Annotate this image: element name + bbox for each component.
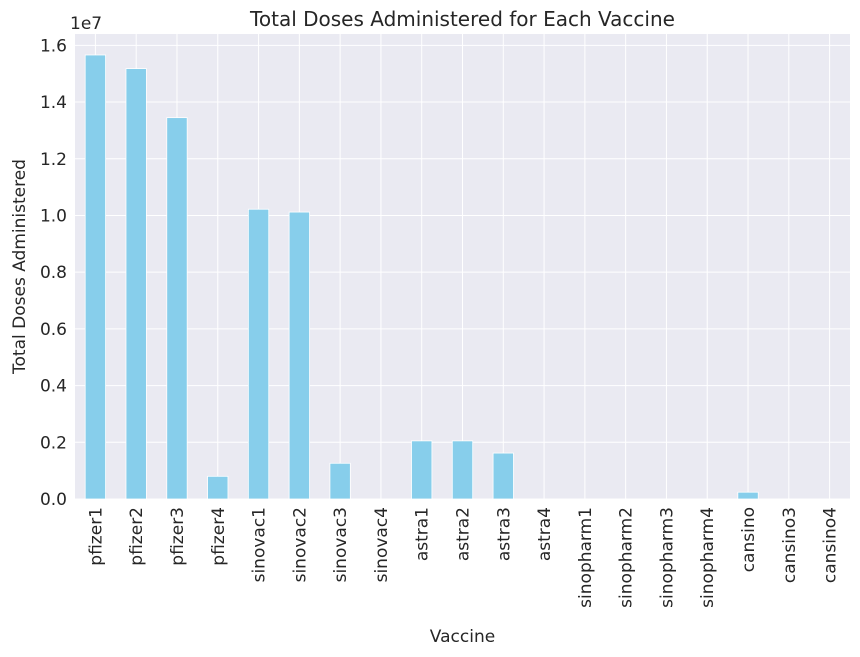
- x-tick-label-pfizer1: pfizer1: [86, 507, 106, 566]
- x-tick-label-sinovac1: sinovac1: [250, 507, 270, 582]
- x-tick-label-cansino3: cansino3: [780, 507, 800, 583]
- y-tick-label: 1.0: [40, 206, 67, 226]
- y-tick-label: 1.6: [40, 36, 67, 56]
- x-tick-label-sinovac3: sinovac3: [331, 507, 351, 582]
- x-tick-label-astra3: astra3: [494, 507, 514, 561]
- y-tick-label: 0.2: [40, 433, 67, 453]
- x-tick-label-astra2: astra2: [454, 507, 474, 561]
- bar-pfizer1: [84, 54, 106, 500]
- y-tick-labels: 0.0 0.2 0.4 0.6 0.8 1.0 1.2 1.4 1.6: [40, 36, 67, 510]
- bar-sinovac3: [329, 462, 351, 500]
- bar-cansino: [737, 491, 759, 500]
- x-tick-label-pfizer3: pfizer3: [168, 507, 188, 566]
- y-tick-label: 0.8: [40, 263, 67, 283]
- chart-title: Total Doses Administered for Each Vaccin…: [249, 7, 675, 31]
- x-tick-label-sinopharm4: sinopharm4: [698, 507, 718, 608]
- bar-sinovac2: [288, 211, 310, 500]
- bar-pfizer2: [125, 68, 147, 500]
- bar-pfizer4: [207, 475, 229, 500]
- x-tick-label-sinopharm3: sinopharm3: [657, 507, 677, 608]
- y-tick-label: 1.4: [40, 93, 67, 113]
- x-tick-label-cansino4: cansino4: [821, 507, 841, 583]
- x-tick-label-sinopharm1: sinopharm1: [576, 507, 596, 608]
- bar-pfizer3: [166, 117, 188, 500]
- x-tick-label-pfizer4: pfizer4: [209, 507, 229, 566]
- y-tick-label: 0.4: [40, 377, 67, 397]
- x-axis-label: Vaccine: [430, 627, 495, 647]
- bars: [84, 54, 759, 500]
- bar-astra2: [451, 440, 474, 500]
- y-tick-label: 0.6: [40, 320, 67, 340]
- bar-astra1: [411, 440, 433, 500]
- x-tick-label-sinovac2: sinovac2: [290, 507, 310, 582]
- y-tick-label: 0.0: [40, 490, 67, 510]
- x-tick-label-sinopharm2: sinopharm2: [617, 507, 637, 608]
- y-axis-label: Total Doses Administered: [10, 159, 30, 375]
- x-tick-label-pfizer2: pfizer2: [127, 507, 147, 566]
- x-tick-labels: pfizer1 pfizer2 pfizer3 pfizer4 sinovac1 sino…: [86, 507, 840, 608]
- x-tick-label-astra1: astra1: [413, 507, 433, 561]
- y-offset-label: 1e7: [70, 14, 102, 34]
- x-tick-label-astra4: astra4: [535, 507, 555, 561]
- x-tick-label-sinovac4: sinovac4: [372, 507, 392, 582]
- bar-sinovac1: [247, 208, 270, 500]
- bar-astra3: [492, 452, 514, 500]
- y-tick-label: 1.2: [40, 150, 67, 170]
- x-tick-label-cansino: cansino: [739, 507, 759, 572]
